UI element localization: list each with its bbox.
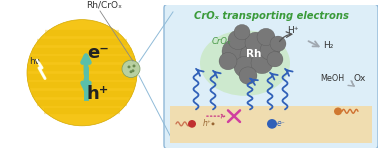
Circle shape: [133, 65, 135, 67]
Circle shape: [334, 107, 342, 115]
Circle shape: [260, 41, 280, 60]
Circle shape: [257, 28, 275, 46]
Text: h⁺: h⁺: [87, 85, 109, 103]
Circle shape: [130, 70, 133, 73]
Circle shape: [228, 30, 248, 50]
Circle shape: [122, 60, 140, 78]
Circle shape: [132, 69, 135, 72]
Text: MeOH: MeOH: [320, 74, 344, 83]
Circle shape: [267, 52, 283, 67]
Circle shape: [222, 39, 248, 64]
Text: CrOₓ: CrOₓ: [212, 37, 232, 46]
FancyBboxPatch shape: [170, 107, 372, 143]
Text: e⁻: e⁻: [87, 44, 109, 62]
Text: Rh: Rh: [246, 49, 262, 59]
Text: H⁺: H⁺: [287, 26, 299, 35]
Circle shape: [239, 67, 257, 84]
Text: Ox: Ox: [354, 74, 366, 83]
FancyBboxPatch shape: [164, 4, 378, 148]
Circle shape: [251, 52, 273, 74]
Circle shape: [127, 65, 130, 68]
Circle shape: [188, 120, 196, 128]
Circle shape: [240, 44, 264, 67]
Circle shape: [27, 20, 137, 126]
Text: Rh/CrOₓ: Rh/CrOₓ: [86, 1, 122, 10]
Text: h⁺: h⁺: [203, 119, 211, 128]
Circle shape: [270, 36, 286, 52]
Text: CrOₓ transporting electrons: CrOₓ transporting electrons: [194, 11, 349, 21]
Circle shape: [245, 32, 267, 53]
Circle shape: [234, 24, 250, 40]
Text: H₂: H₂: [323, 41, 333, 50]
Ellipse shape: [200, 30, 290, 96]
Circle shape: [219, 52, 237, 70]
Circle shape: [234, 56, 256, 78]
Circle shape: [267, 119, 277, 129]
Text: e⁻: e⁻: [277, 119, 285, 128]
Circle shape: [212, 122, 214, 125]
Text: hν: hν: [29, 57, 40, 66]
